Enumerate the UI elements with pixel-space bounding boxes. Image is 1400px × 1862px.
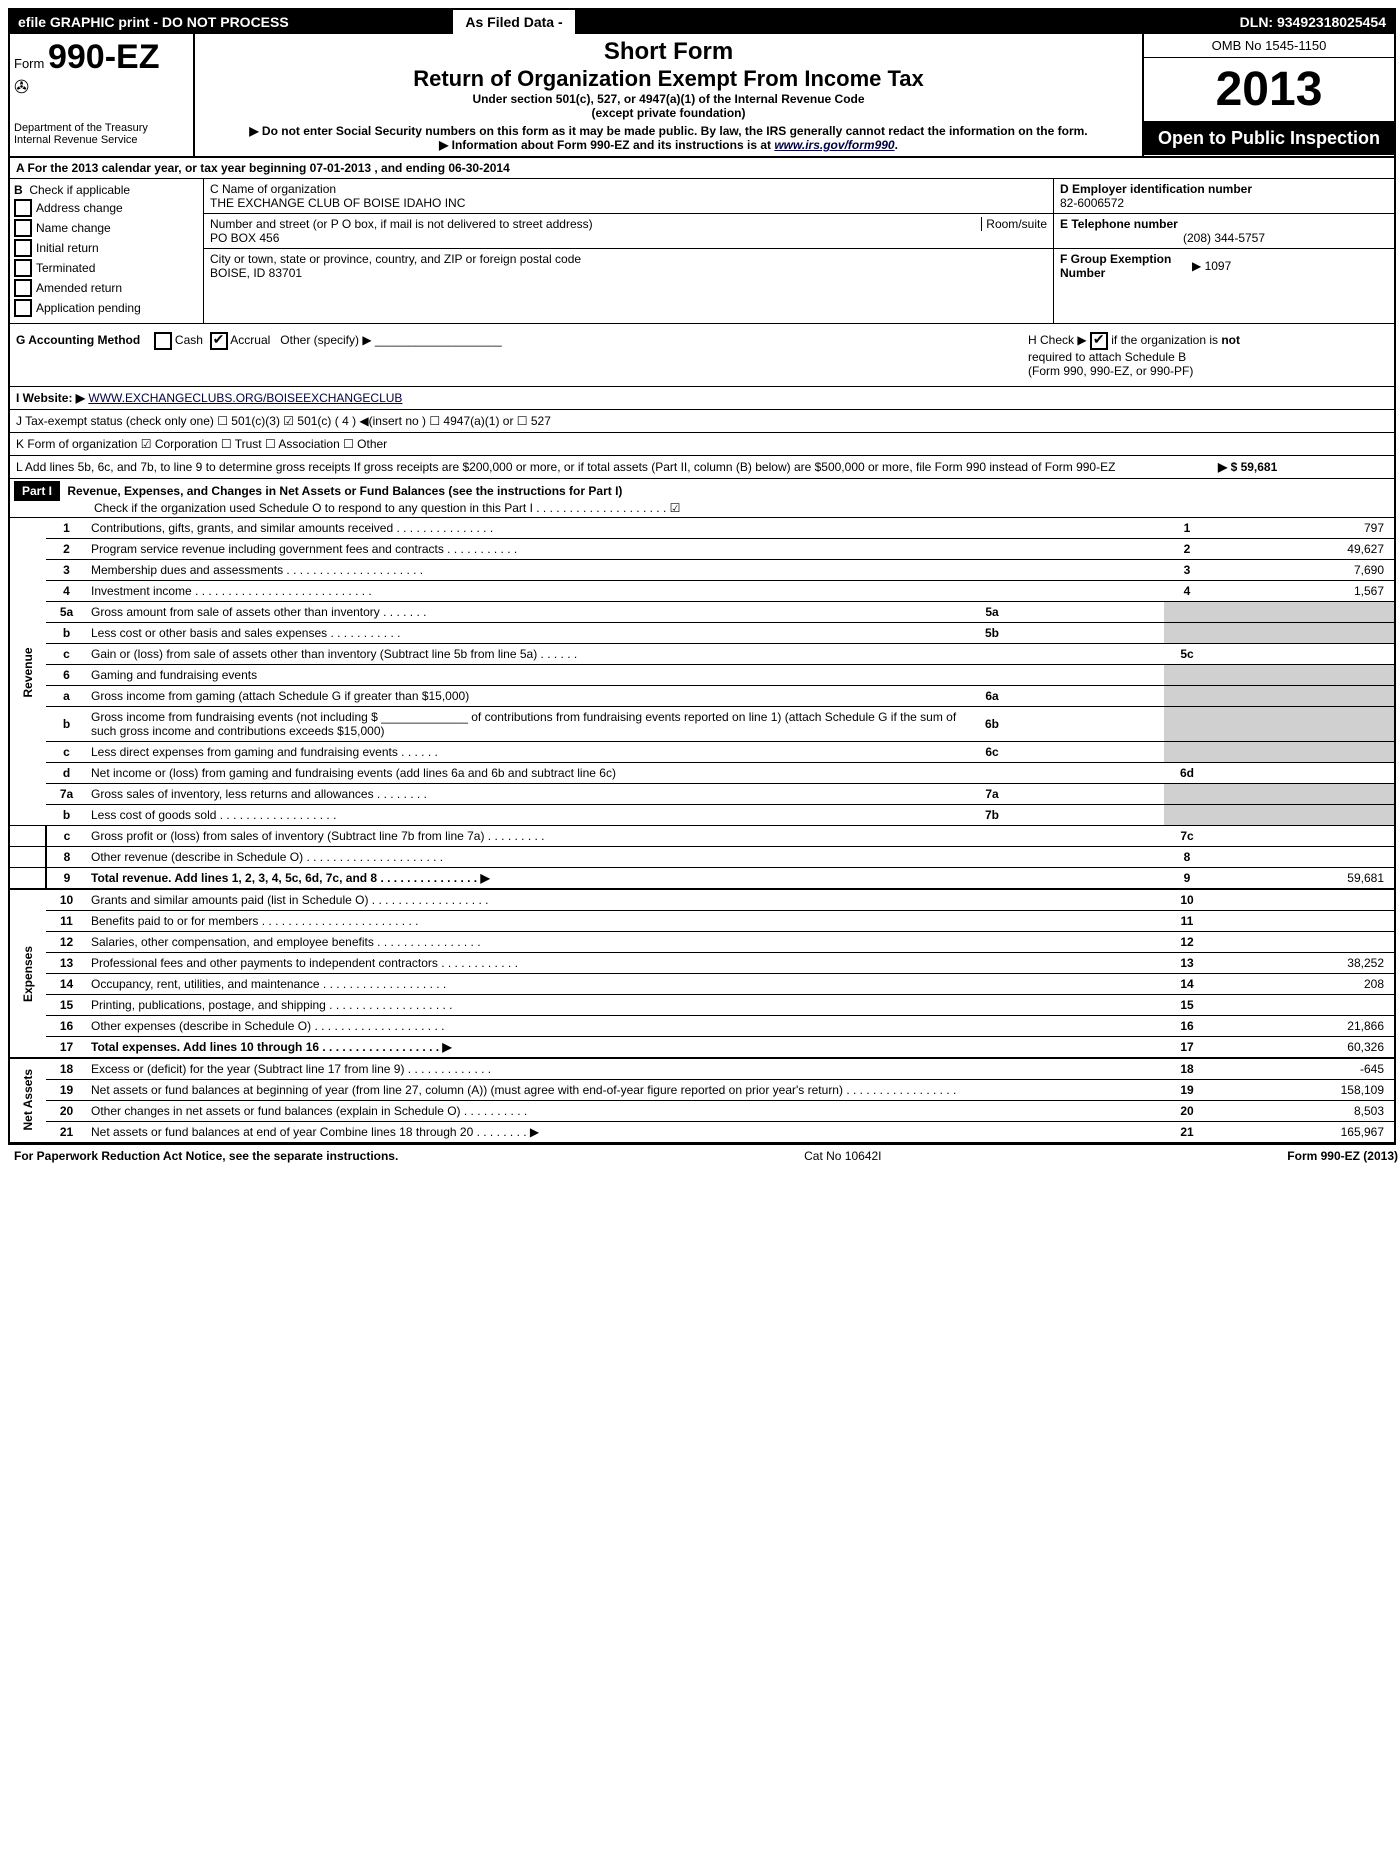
- amt-14: 208: [1210, 974, 1394, 995]
- header-left: Form 990-EZ ✇ Department of the Treasury…: [10, 34, 195, 156]
- footer-right: Form 990-EZ (2013): [1287, 1149, 1398, 1163]
- part1-table: Revenue 1 Contributions, gifts, grants, …: [10, 518, 1394, 1143]
- header-right: OMB No 1545-1150 2013 Open to Public Ins…: [1142, 34, 1394, 156]
- section-c: C Name of organization THE EXCHANGE CLUB…: [204, 179, 1054, 323]
- footer-mid: Cat No 10642I: [804, 1149, 881, 1163]
- g-label: G Accounting Method: [16, 333, 140, 347]
- part1-title: Revenue, Expenses, and Changes in Net As…: [63, 484, 622, 498]
- footer-left: For Paperwork Reduction Act Notice, see …: [14, 1149, 398, 1163]
- form-sub2: (except private foundation): [203, 106, 1134, 120]
- line-i: I Website: ▶ WWW.EXCHANGECLUBS.ORG/BOISE…: [10, 387, 1394, 410]
- part1-check: Check if the organization used Schedule …: [14, 501, 680, 515]
- check-cash[interactable]: [154, 332, 172, 350]
- form-sub1: Under section 501(c), 527, or 4947(a)(1)…: [203, 92, 1134, 106]
- check-accrual[interactable]: [210, 332, 228, 350]
- org-city: BOISE, ID 83701: [210, 266, 1047, 280]
- check-initial-return[interactable]: Initial return: [14, 239, 199, 257]
- revenue-label: Revenue: [10, 518, 46, 826]
- irs-link[interactable]: www.irs.gov/form990: [774, 138, 894, 152]
- part1-label: Part I: [14, 481, 60, 501]
- amt-19: 158,109: [1210, 1080, 1394, 1101]
- phone: (208) 344-5757: [1060, 231, 1388, 245]
- section-bcdef: B Check if applicable Address change Nam…: [10, 179, 1394, 324]
- line-h: H Check ▶ if the organization is not req…: [1022, 324, 1394, 386]
- netassets-label: Net Assets: [10, 1058, 46, 1143]
- header-center: Short Form Return of Organization Exempt…: [195, 34, 1142, 156]
- group-exemption: ▶ 1097: [1192, 259, 1231, 273]
- gh-row: G Accounting Method Cash Accrual Other (…: [10, 324, 1394, 387]
- topbar-dln: DLN: 93492318025454: [1232, 10, 1394, 34]
- top-bar: efile GRAPHIC print - DO NOT PROCESS As …: [10, 10, 1394, 34]
- form-990ez-container: efile GRAPHIC print - DO NOT PROCESS As …: [8, 8, 1396, 1145]
- check-amended[interactable]: Amended return: [14, 279, 199, 297]
- topbar-left: efile GRAPHIC print - DO NOT PROCESS: [10, 10, 453, 34]
- amt-18: -645: [1210, 1058, 1394, 1080]
- form-prefix: Form: [14, 56, 44, 71]
- check-h[interactable]: [1090, 332, 1108, 350]
- ein: 82-6006572: [1060, 196, 1388, 210]
- form-sub3: ▶ Do not enter Social Security numbers o…: [203, 124, 1134, 138]
- expenses-label: Expenses: [10, 889, 46, 1058]
- total-revenue: 59,681: [1210, 868, 1394, 890]
- check-terminated[interactable]: Terminated: [14, 259, 199, 277]
- e-label: E Telephone number: [1060, 217, 1388, 231]
- c-label: C Name of organization: [210, 182, 1047, 196]
- line-a: A For the 2013 calendar year, or tax yea…: [10, 158, 1394, 179]
- line-j: J Tax-exempt status (check only one) ☐ 5…: [10, 410, 1394, 433]
- topbar-mid: As Filed Data -: [453, 10, 574, 34]
- form-sub4: ▶ Information about Form 990-EZ and its …: [203, 138, 1134, 152]
- check-name-change[interactable]: Name change: [14, 219, 199, 237]
- short-form-label: Short Form: [203, 38, 1134, 66]
- total-expenses: 60,326: [1210, 1037, 1394, 1059]
- amt-13: 38,252: [1210, 953, 1394, 974]
- footer: For Paperwork Reduction Act Notice, see …: [8, 1145, 1400, 1167]
- org-name: THE EXCHANGE CLUB OF BOISE IDAHO INC: [210, 196, 1047, 210]
- org-address: PO BOX 456: [210, 231, 1047, 245]
- addr-label: Number and street (or P O box, if mail i…: [210, 217, 981, 231]
- room-label: Room/suite: [981, 217, 1047, 231]
- form-title: Return of Organization Exempt From Incom…: [203, 66, 1134, 92]
- check-address-change[interactable]: Address change: [14, 199, 199, 217]
- form-number: Form 990-EZ: [14, 38, 189, 77]
- section-b: B Check if applicable Address change Nam…: [10, 179, 204, 323]
- amt-20: 8,503: [1210, 1101, 1394, 1122]
- amt-3: 7,690: [1210, 560, 1394, 581]
- gross-receipts: ▶ $ 59,681: [1218, 460, 1388, 474]
- open-public-label: Open to Public Inspection: [1144, 122, 1394, 155]
- form-num: 990-EZ: [48, 38, 160, 76]
- d-label: D Employer identification number: [1060, 182, 1388, 196]
- tax-year: 2013: [1144, 58, 1394, 122]
- amt-1: 797: [1210, 518, 1394, 539]
- dept-treasury: Department of the Treasury: [14, 122, 189, 134]
- line-l: L Add lines 5b, 6c, and 7b, to line 9 to…: [10, 456, 1394, 479]
- section-def: D Employer identification number 82-6006…: [1054, 179, 1394, 323]
- line-k: K Form of organization ☑ Corporation ☐ T…: [10, 433, 1394, 456]
- city-label: City or town, state or province, country…: [210, 252, 1047, 266]
- part1-header: Part I Revenue, Expenses, and Changes in…: [10, 479, 1394, 518]
- irs-label: Internal Revenue Service: [14, 134, 189, 146]
- website-link[interactable]: WWW.EXCHANGECLUBS.ORG/BOISEEXCHANGECLUB: [88, 391, 402, 405]
- amt-16: 21,866: [1210, 1016, 1394, 1037]
- amt-2: 49,627: [1210, 539, 1394, 560]
- f-label: F Group Exemption Number: [1060, 252, 1180, 280]
- amt-4: 1,567: [1210, 581, 1394, 602]
- check-pending[interactable]: Application pending: [14, 299, 199, 317]
- header-row: Form 990-EZ ✇ Department of the Treasury…: [10, 34, 1394, 158]
- amt-21: 165,967: [1210, 1122, 1394, 1143]
- omb-number: OMB No 1545-1150: [1144, 34, 1394, 58]
